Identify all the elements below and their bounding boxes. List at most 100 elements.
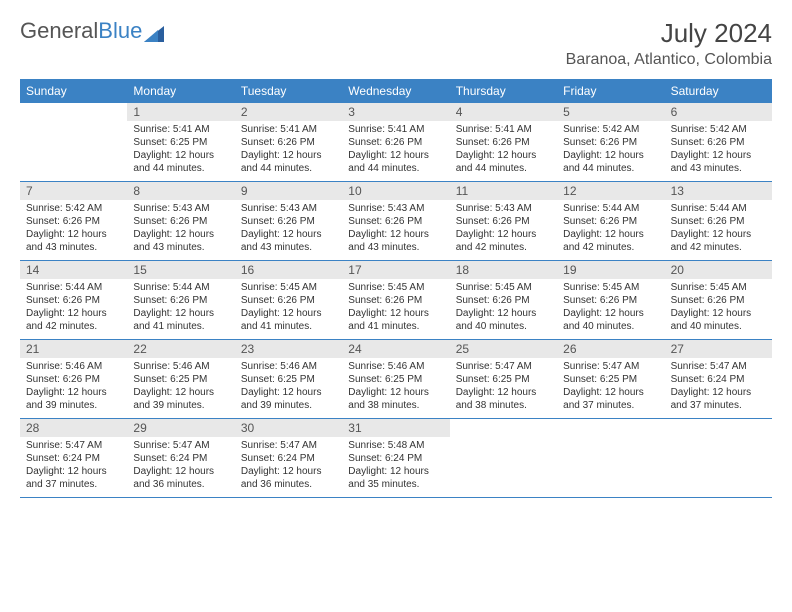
sunrise-line: Sunrise: 5:42 AM xyxy=(563,123,658,136)
empty-day-cell xyxy=(665,419,772,497)
sunrise-line: Sunrise: 5:44 AM xyxy=(563,202,658,215)
day-cell: 14Sunrise: 5:44 AMSunset: 6:26 PMDayligh… xyxy=(20,261,127,339)
day-number: 6 xyxy=(665,103,772,121)
day-content: Sunrise: 5:48 AMSunset: 6:24 PMDaylight:… xyxy=(342,437,449,495)
daylight-line: Daylight: 12 hours and 35 minutes. xyxy=(348,465,443,491)
day-number: 22 xyxy=(127,340,234,358)
day-content: Sunrise: 5:45 AMSunset: 6:26 PMDaylight:… xyxy=(557,279,664,337)
sunrise-line: Sunrise: 5:47 AM xyxy=(241,439,336,452)
month-title: July 2024 xyxy=(566,18,772,49)
day-number: 20 xyxy=(665,261,772,279)
sunset-line: Sunset: 6:25 PM xyxy=(133,373,228,386)
day-cell: 10Sunrise: 5:43 AMSunset: 6:26 PMDayligh… xyxy=(342,182,449,260)
day-content: Sunrise: 5:47 AMSunset: 6:25 PMDaylight:… xyxy=(450,358,557,416)
sunrise-line: Sunrise: 5:47 AM xyxy=(671,360,766,373)
weeks-container: 1Sunrise: 5:41 AMSunset: 6:25 PMDaylight… xyxy=(20,103,772,498)
day-content: Sunrise: 5:43 AMSunset: 6:26 PMDaylight:… xyxy=(450,200,557,258)
day-cell: 15Sunrise: 5:44 AMSunset: 6:26 PMDayligh… xyxy=(127,261,234,339)
daylight-line: Daylight: 12 hours and 40 minutes. xyxy=(671,307,766,333)
day-cell: 13Sunrise: 5:44 AMSunset: 6:26 PMDayligh… xyxy=(665,182,772,260)
sunset-line: Sunset: 6:26 PM xyxy=(671,215,766,228)
daylight-line: Daylight: 12 hours and 44 minutes. xyxy=(456,149,551,175)
sunrise-line: Sunrise: 5:43 AM xyxy=(456,202,551,215)
calendar-week-row: 7Sunrise: 5:42 AMSunset: 6:26 PMDaylight… xyxy=(20,182,772,261)
day-content: Sunrise: 5:41 AMSunset: 6:26 PMDaylight:… xyxy=(342,121,449,179)
day-cell: 29Sunrise: 5:47 AMSunset: 6:24 PMDayligh… xyxy=(127,419,234,497)
location-text: Baranoa, Atlantico, Colombia xyxy=(566,51,772,69)
sunrise-line: Sunrise: 5:44 AM xyxy=(671,202,766,215)
sunset-line: Sunset: 6:25 PM xyxy=(348,373,443,386)
day-number: 14 xyxy=(20,261,127,279)
page-header: GeneralBlue July 2024 Baranoa, Atlantico… xyxy=(20,18,772,69)
sunrise-line: Sunrise: 5:46 AM xyxy=(26,360,121,373)
sunset-line: Sunset: 6:26 PM xyxy=(456,215,551,228)
day-content: Sunrise: 5:47 AMSunset: 6:24 PMDaylight:… xyxy=(235,437,342,495)
sunset-line: Sunset: 6:26 PM xyxy=(456,294,551,307)
sunset-line: Sunset: 6:24 PM xyxy=(133,452,228,465)
day-number: 21 xyxy=(20,340,127,358)
day-content: Sunrise: 5:42 AMSunset: 6:26 PMDaylight:… xyxy=(557,121,664,179)
sunrise-line: Sunrise: 5:41 AM xyxy=(133,123,228,136)
day-content: Sunrise: 5:46 AMSunset: 6:25 PMDaylight:… xyxy=(235,358,342,416)
day-content: Sunrise: 5:47 AMSunset: 6:24 PMDaylight:… xyxy=(20,437,127,495)
sunrise-line: Sunrise: 5:43 AM xyxy=(241,202,336,215)
daylight-line: Daylight: 12 hours and 39 minutes. xyxy=(26,386,121,412)
daylight-line: Daylight: 12 hours and 40 minutes. xyxy=(563,307,658,333)
daylight-line: Daylight: 12 hours and 39 minutes. xyxy=(133,386,228,412)
day-cell: 20Sunrise: 5:45 AMSunset: 6:26 PMDayligh… xyxy=(665,261,772,339)
sunset-line: Sunset: 6:26 PM xyxy=(26,215,121,228)
day-content: Sunrise: 5:45 AMSunset: 6:26 PMDaylight:… xyxy=(665,279,772,337)
day-content: Sunrise: 5:47 AMSunset: 6:25 PMDaylight:… xyxy=(557,358,664,416)
sunrise-line: Sunrise: 5:48 AM xyxy=(348,439,443,452)
daylight-line: Daylight: 12 hours and 44 minutes. xyxy=(133,149,228,175)
day-number: 26 xyxy=(557,340,664,358)
day-number: 8 xyxy=(127,182,234,200)
sunset-line: Sunset: 6:26 PM xyxy=(348,215,443,228)
logo-text-blue: Blue xyxy=(98,18,142,44)
day-number: 9 xyxy=(235,182,342,200)
daylight-line: Daylight: 12 hours and 42 minutes. xyxy=(563,228,658,254)
sunrise-line: Sunrise: 5:47 AM xyxy=(26,439,121,452)
day-number: 10 xyxy=(342,182,449,200)
day-cell: 12Sunrise: 5:44 AMSunset: 6:26 PMDayligh… xyxy=(557,182,664,260)
daylight-line: Daylight: 12 hours and 42 minutes. xyxy=(671,228,766,254)
day-content: Sunrise: 5:46 AMSunset: 6:25 PMDaylight:… xyxy=(342,358,449,416)
sunrise-line: Sunrise: 5:46 AM xyxy=(241,360,336,373)
daylight-line: Daylight: 12 hours and 36 minutes. xyxy=(133,465,228,491)
day-content: Sunrise: 5:43 AMSunset: 6:26 PMDaylight:… xyxy=(342,200,449,258)
sunset-line: Sunset: 6:25 PM xyxy=(456,373,551,386)
day-cell: 28Sunrise: 5:47 AMSunset: 6:24 PMDayligh… xyxy=(20,419,127,497)
day-content: Sunrise: 5:42 AMSunset: 6:26 PMDaylight:… xyxy=(665,121,772,179)
day-number: 29 xyxy=(127,419,234,437)
day-content: Sunrise: 5:46 AMSunset: 6:25 PMDaylight:… xyxy=(127,358,234,416)
day-cell: 21Sunrise: 5:46 AMSunset: 6:26 PMDayligh… xyxy=(20,340,127,418)
daylight-line: Daylight: 12 hours and 37 minutes. xyxy=(671,386,766,412)
sunrise-line: Sunrise: 5:47 AM xyxy=(563,360,658,373)
day-number: 7 xyxy=(20,182,127,200)
day-cell: 16Sunrise: 5:45 AMSunset: 6:26 PMDayligh… xyxy=(235,261,342,339)
sunset-line: Sunset: 6:26 PM xyxy=(563,136,658,149)
sunset-line: Sunset: 6:26 PM xyxy=(133,215,228,228)
weekday-label: Saturday xyxy=(665,79,772,103)
sunset-line: Sunset: 6:24 PM xyxy=(671,373,766,386)
sunset-line: Sunset: 6:25 PM xyxy=(563,373,658,386)
daylight-line: Daylight: 12 hours and 38 minutes. xyxy=(348,386,443,412)
day-content: Sunrise: 5:43 AMSunset: 6:26 PMDaylight:… xyxy=(127,200,234,258)
weekday-label: Monday xyxy=(127,79,234,103)
day-number: 2 xyxy=(235,103,342,121)
day-number: 4 xyxy=(450,103,557,121)
day-cell: 26Sunrise: 5:47 AMSunset: 6:25 PMDayligh… xyxy=(557,340,664,418)
sunrise-line: Sunrise: 5:41 AM xyxy=(241,123,336,136)
sunrise-line: Sunrise: 5:45 AM xyxy=(241,281,336,294)
sunset-line: Sunset: 6:26 PM xyxy=(671,294,766,307)
day-number: 31 xyxy=(342,419,449,437)
day-number: 1 xyxy=(127,103,234,121)
day-cell: 23Sunrise: 5:46 AMSunset: 6:25 PMDayligh… xyxy=(235,340,342,418)
day-cell: 18Sunrise: 5:45 AMSunset: 6:26 PMDayligh… xyxy=(450,261,557,339)
daylight-line: Daylight: 12 hours and 38 minutes. xyxy=(456,386,551,412)
sunrise-line: Sunrise: 5:41 AM xyxy=(348,123,443,136)
day-content: Sunrise: 5:45 AMSunset: 6:26 PMDaylight:… xyxy=(342,279,449,337)
day-cell: 9Sunrise: 5:43 AMSunset: 6:26 PMDaylight… xyxy=(235,182,342,260)
day-content: Sunrise: 5:45 AMSunset: 6:26 PMDaylight:… xyxy=(450,279,557,337)
day-number: 12 xyxy=(557,182,664,200)
